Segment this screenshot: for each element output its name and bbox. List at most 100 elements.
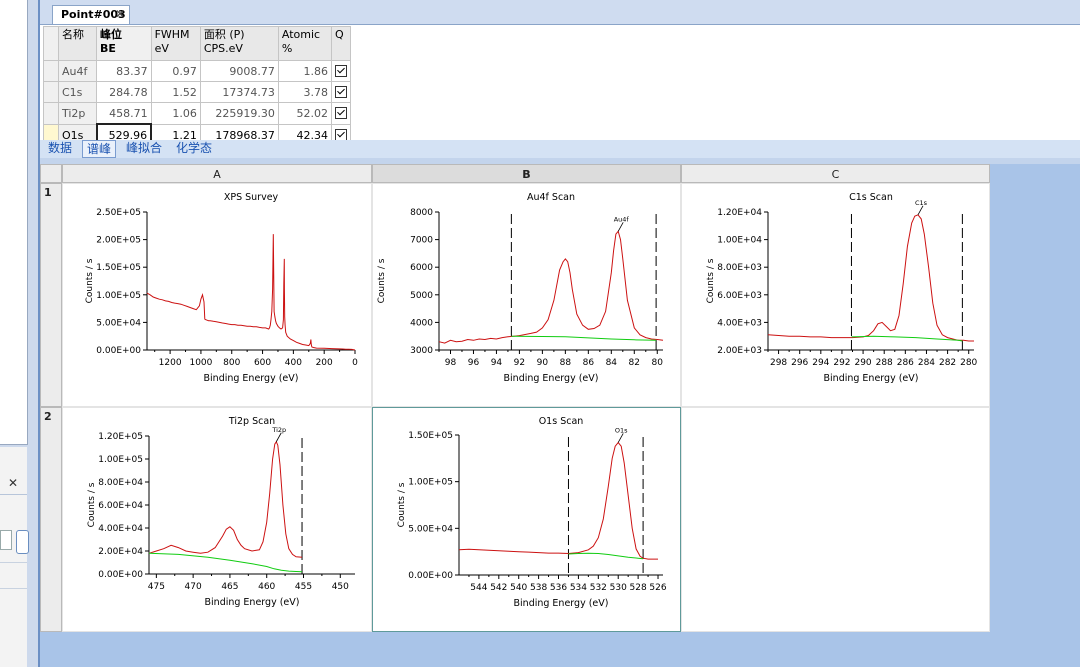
x-tick-label: 475 bbox=[148, 582, 165, 592]
peak-label-leader bbox=[917, 205, 924, 215]
cell-be[interactable]: 458.71 bbox=[96, 102, 152, 125]
x-tick-label: 84 bbox=[606, 358, 618, 368]
y-tick-label: 1.00E+05 bbox=[98, 455, 143, 465]
x-tick-label: 1200 bbox=[159, 358, 182, 368]
y-tick-label: 1.20E+04 bbox=[717, 208, 762, 218]
checkbox[interactable] bbox=[335, 106, 347, 119]
cell-fwhm[interactable]: 0.97 bbox=[150, 60, 201, 82]
cell-q[interactable] bbox=[331, 60, 351, 82]
header-line1: Q bbox=[335, 28, 344, 41]
column-header-b[interactable]: B bbox=[372, 164, 681, 183]
cell-be[interactable]: 284.78 bbox=[96, 81, 152, 103]
cell-q[interactable] bbox=[331, 81, 351, 103]
x-tick-label: 98 bbox=[445, 358, 457, 368]
left-dropdown[interactable] bbox=[0, 530, 12, 550]
column-header-a[interactable]: A bbox=[62, 164, 372, 183]
tab-data[interactable]: 数据 bbox=[48, 141, 73, 155]
cell-atomic[interactable]: 3.78 bbox=[277, 81, 333, 103]
cell-name[interactable]: Au4f bbox=[58, 60, 97, 82]
tab-label: Point#003 bbox=[61, 8, 126, 21]
y-tick-label: 0.00E+00 bbox=[408, 571, 453, 581]
header-line1: Atomic bbox=[281, 28, 321, 41]
divider bbox=[0, 562, 27, 563]
x-axis-label: Binding Energy (eV) bbox=[205, 597, 300, 608]
chart-cell-b2[interactable]: O1s Scan Binding Energy (eV) Counts / s 544… bbox=[372, 407, 681, 632]
x-tick-label: 465 bbox=[221, 582, 238, 592]
cell-q[interactable] bbox=[331, 102, 351, 125]
x-tick-label: 82 bbox=[629, 358, 640, 368]
y-tick-label: 8.00E+04 bbox=[98, 478, 143, 488]
cell-atomic[interactable]: 52.02 bbox=[277, 102, 333, 125]
y-tick-label: 1.20E+05 bbox=[98, 432, 143, 442]
column-header-be[interactable]: 峰位 BE bbox=[96, 26, 152, 61]
column-header-atomic[interactable]: Atomic% bbox=[277, 26, 333, 61]
checkbox[interactable] bbox=[335, 85, 347, 98]
x-tick-label: 86 bbox=[583, 358, 595, 368]
y-tick-label: 0.00E+00 bbox=[98, 570, 143, 580]
tab-spectra[interactable]: 谱峰 bbox=[82, 140, 117, 158]
column-header-fwhm[interactable]: FWHM eV bbox=[150, 26, 201, 61]
cell-fwhm[interactable]: 1.06 bbox=[150, 102, 201, 125]
x-axis-label: Binding Energy (eV) bbox=[504, 373, 599, 384]
background-line bbox=[511, 335, 657, 341]
x-tick-label: 455 bbox=[295, 582, 312, 592]
x-tick-label: 280 bbox=[960, 358, 977, 368]
grid-corner bbox=[40, 164, 62, 183]
y-tick-label: 4.00E+03 bbox=[717, 318, 762, 328]
y-tick-label: 0.00E+00 bbox=[96, 346, 141, 356]
y-tick-label: 5000 bbox=[410, 291, 433, 301]
close-icon[interactable]: ✕ bbox=[8, 476, 19, 490]
cell-area[interactable]: 17374.73 bbox=[199, 81, 279, 103]
checkbox[interactable] bbox=[335, 128, 347, 141]
y-tick-label: 8.00E+03 bbox=[717, 263, 762, 273]
x-tick-label: 534 bbox=[570, 583, 587, 593]
chart-title: Ti2p Scan bbox=[228, 416, 275, 427]
tab-point003[interactable]: Point#003 ✕ bbox=[52, 5, 130, 25]
table-row[interactable]: Au4f 83.37 0.97 9008.77 1.86 bbox=[43, 60, 351, 82]
tab-chemical-state[interactable]: 化学态 bbox=[176, 141, 213, 155]
chart-cell-c1[interactable]: C1s Scan Binding Energy (eV) Counts / s 298… bbox=[681, 183, 990, 407]
y-tick-label: 6000 bbox=[410, 263, 433, 273]
peak-label-leader bbox=[617, 222, 624, 232]
tab-peak-fit[interactable]: 峰拟合 bbox=[126, 141, 163, 155]
cell-area[interactable]: 9008.77 bbox=[199, 60, 279, 82]
y-tick-label: 5.00E+04 bbox=[408, 524, 453, 534]
cell-be[interactable]: 83.37 bbox=[96, 60, 152, 82]
row-header[interactable] bbox=[43, 81, 59, 103]
chart-cell-a2[interactable]: Ti2p Scan Binding Energy (eV) Counts / s 47… bbox=[62, 407, 372, 632]
cell-name[interactable]: Ti2p bbox=[58, 102, 97, 125]
table-row[interactable]: Ti2p 458.71 1.06 225919.30 52.02 bbox=[43, 102, 351, 125]
column-header-area[interactable]: 面积 (P) CPS.eV bbox=[199, 26, 279, 61]
header-line2: % bbox=[281, 42, 293, 55]
x-tick-label: 450 bbox=[332, 582, 349, 592]
column-header-name[interactable]: 名称 bbox=[58, 26, 97, 61]
divider bbox=[0, 588, 27, 589]
checkbox[interactable] bbox=[335, 64, 347, 77]
chart-cell-b1[interactable]: Au4f Scan Binding Energy (eV) Counts / s 98… bbox=[372, 183, 681, 407]
x-tick-label: 400 bbox=[285, 358, 302, 368]
row-header[interactable] bbox=[43, 60, 59, 82]
chart-cell-c2[interactable] bbox=[681, 407, 990, 632]
divider bbox=[0, 494, 27, 495]
column-header-q[interactable]: Q bbox=[331, 26, 351, 61]
left-button[interactable] bbox=[16, 530, 29, 554]
spectrum-line bbox=[767, 214, 974, 342]
table-row[interactable]: C1s 284.78 1.52 17374.73 3.78 bbox=[43, 81, 351, 103]
row-header[interactable] bbox=[43, 102, 59, 125]
column-header-c[interactable]: C bbox=[681, 164, 990, 183]
splitter[interactable] bbox=[38, 0, 40, 667]
cell-name[interactable]: C1s bbox=[58, 81, 97, 103]
row-header-1[interactable]: 1 bbox=[40, 183, 62, 407]
y-axis-label: Counts / s bbox=[706, 258, 716, 303]
cell-atomic[interactable]: 1.86 bbox=[277, 60, 333, 82]
x-tick-label: 530 bbox=[610, 583, 627, 593]
x-tick-label: 600 bbox=[254, 358, 271, 368]
close-icon[interactable]: ✕ bbox=[115, 7, 126, 21]
workspace-background bbox=[40, 632, 1080, 667]
cell-area[interactable]: 225919.30 bbox=[199, 102, 279, 125]
row-header-2[interactable]: 2 bbox=[40, 407, 62, 632]
spectrum-line bbox=[458, 441, 658, 560]
cell-fwhm[interactable]: 1.52 bbox=[150, 81, 201, 103]
